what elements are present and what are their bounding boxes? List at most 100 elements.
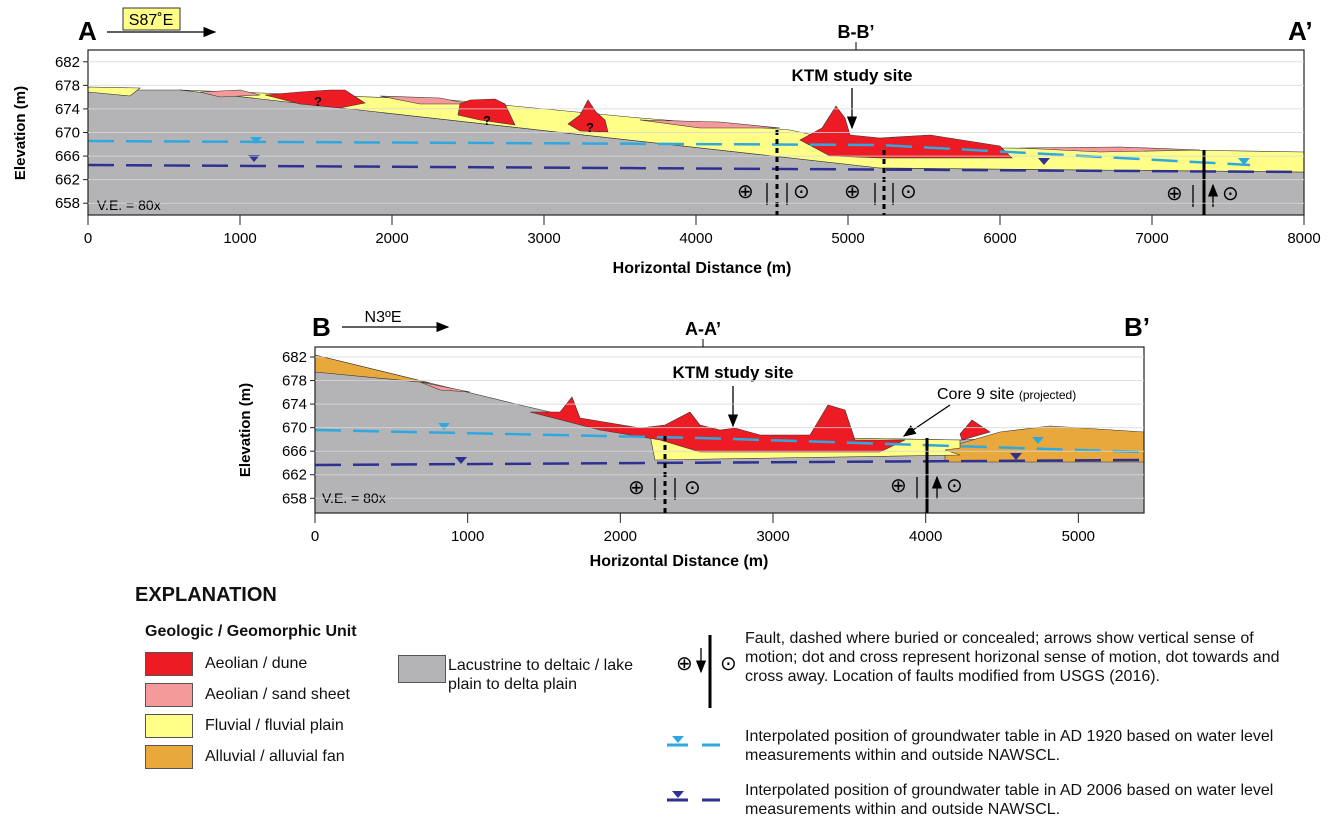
plot-frame: [314, 346, 1145, 514]
dune: [567, 99, 609, 133]
x-tick-label: 4000: [909, 528, 942, 545]
x-tick-label: 1000: [451, 528, 484, 545]
dot: ⊙: [1222, 183, 1239, 205]
y-tick-label: 658: [55, 195, 80, 212]
direction-label: S87˚E: [129, 12, 173, 29]
y-tick-label: 670: [282, 420, 307, 437]
dune: [457, 98, 516, 126]
water-marker: [438, 423, 450, 430]
legend-title: EXPLANATION: [135, 584, 277, 606]
y-tick-label: 662: [55, 172, 80, 189]
water-marker: [1238, 158, 1250, 165]
x-tick-label: 2000: [604, 528, 637, 545]
cross: ⊕: [737, 181, 754, 203]
legend-text: Fault, dashed where buried or concealed;…: [745, 630, 1280, 685]
core-arrow: [902, 404, 951, 437]
dot: ⊙: [900, 181, 917, 203]
dot: ⊙: [684, 477, 701, 499]
cross: ⊕: [628, 477, 645, 499]
x-tick-label: 8000: [1287, 230, 1320, 247]
water-marker: [672, 736, 684, 743]
dot: ⊙: [720, 653, 737, 675]
y-tick-label: 662: [282, 467, 307, 484]
core-qualifier: (projected): [1019, 388, 1076, 402]
fault-symbols: ⊕ ⊙ ⊕ ⊙: [628, 475, 963, 500]
y-tick-label: 678: [55, 77, 80, 94]
x-tick-label: 7000: [1135, 230, 1168, 247]
core-label: Core 9 site (projected): [937, 386, 1076, 403]
direction-label: N3ºE: [365, 309, 402, 326]
direction-box: [122, 7, 181, 31]
crossing-label: A-A’: [685, 319, 721, 339]
y-tick-label: 658: [282, 490, 307, 507]
fault-symbols: ⊕ ⊙ ⊕ ⊙ ⊕ ⊙: [737, 181, 1239, 207]
y-tick-label: 674: [282, 396, 307, 413]
x-tick-label: 4000: [679, 230, 712, 247]
end-label: A’: [1288, 16, 1313, 46]
legend-label: Fluvial / fluvial plain: [205, 717, 344, 734]
x-tick-label: 3000: [756, 528, 789, 545]
y-tick-label: 678: [282, 373, 307, 390]
dune: [959, 419, 991, 441]
sand-sheet: [419, 381, 471, 393]
end-label: B’: [1124, 312, 1150, 342]
legend-label: Alluvial / alluvial fan: [205, 748, 345, 765]
dune: [529, 396, 906, 453]
site-label: KTM study site: [673, 363, 794, 382]
swatch: [145, 652, 193, 676]
water-marker: [672, 791, 684, 798]
legend-label: Aeolian / sand sheet: [205, 686, 350, 703]
legend-label: Aeolian / dune: [205, 655, 308, 672]
cross: ⊕: [1166, 183, 1183, 205]
swatch: [145, 714, 193, 738]
groundwater-2006: [87, 163, 1305, 174]
legend-heading: Geologic / Geomorphic Unit: [145, 623, 357, 640]
groundwater-1920: [87, 139, 1251, 167]
water-marker: [250, 137, 262, 144]
sand-sheet: [1019, 146, 1201, 153]
dot: ⊙: [946, 475, 963, 497]
question-mark: ?: [483, 113, 491, 128]
x-tick-label: 2000: [375, 230, 408, 247]
cross: ⊕: [844, 181, 861, 203]
water-marker: [1010, 453, 1022, 460]
sand-sheet: [199, 89, 261, 98]
water-marker: [455, 457, 467, 464]
x-tick-label: 5000: [1062, 528, 1095, 545]
x-tick-label: 6000: [983, 230, 1016, 247]
y-tick-label: 666: [282, 443, 307, 460]
end-label: A: [78, 16, 97, 46]
groundwater-2006: [314, 458, 1145, 467]
y-tick-label: 666: [55, 148, 80, 165]
dune: [264, 89, 366, 109]
water-marker: [1038, 158, 1050, 165]
question-mark: ?: [586, 120, 594, 135]
legend-label: Lacustrine to deltaic / lake plain to de…: [448, 657, 633, 693]
x-tick-label: 3000: [527, 230, 560, 247]
crossing-label: B-B’: [838, 22, 875, 42]
y-axis-label: Elevation (m): [237, 383, 254, 477]
x-axis-label: Horizontal Distance (m): [590, 553, 769, 570]
section-a: ⊕ ⊙ ⊕ ⊙ ⊕ ⊙ V.E. = 80x ? ? ? KTM study site…: [12, 7, 1313, 277]
cross: ⊕: [890, 475, 907, 497]
legend-symbols: ⊕ ⊙: [667, 635, 737, 802]
cross: ⊕: [676, 653, 693, 675]
x-tick-label: 0: [311, 528, 319, 545]
legend-text: Interpolated position of groundwater tab…: [745, 782, 1274, 818]
swatch: [145, 745, 193, 769]
end-label: B: [312, 312, 331, 342]
water-marker: [1032, 437, 1044, 444]
dot: ⊙: [793, 181, 810, 203]
y-tick-label: 682: [282, 349, 307, 366]
y-tick-label: 670: [55, 125, 80, 142]
y-tick-label: 682: [55, 54, 80, 71]
question-mark: ?: [314, 94, 322, 109]
core-text: Core 9 site: [937, 386, 1014, 403]
swatch: [145, 683, 193, 707]
groundwater-1920: [314, 428, 1145, 454]
y-tick-label: 674: [55, 101, 80, 118]
site-label: KTM study site: [792, 66, 913, 85]
x-axis-label: Horizontal Distance (m): [613, 260, 792, 277]
